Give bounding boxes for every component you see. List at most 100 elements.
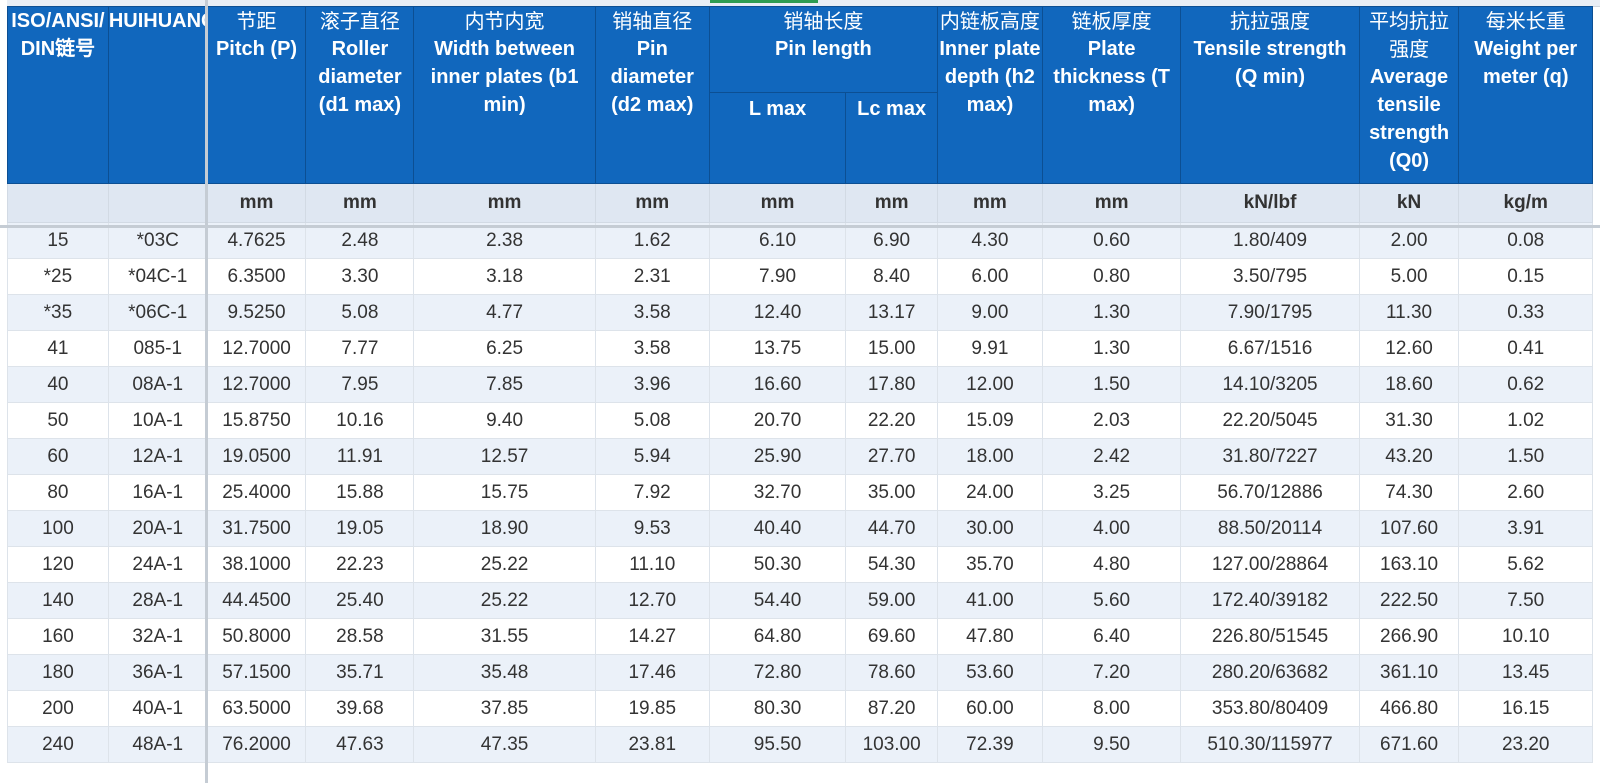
table-cell[interactable]: 15.88: [305, 474, 415, 511]
table-cell[interactable]: 6.00: [936, 258, 1043, 295]
table-cell[interactable]: 19.05: [305, 510, 415, 547]
header-inner-plate-depth[interactable]: 内链板高度 Inner plate depth (h2 max): [936, 6, 1043, 184]
table-cell[interactable]: 13.45: [1458, 654, 1593, 691]
table-cell[interactable]: 72.39: [936, 726, 1043, 763]
table-cell[interactable]: 466.80: [1358, 690, 1460, 727]
table-cell[interactable]: 3.58: [594, 294, 710, 331]
table-cell[interactable]: 2.42: [1041, 438, 1182, 475]
table-cell[interactable]: 50.30: [708, 546, 847, 583]
table-cell[interactable]: 4.77: [413, 294, 596, 331]
table-cell[interactable]: 5.60: [1041, 582, 1182, 619]
table-cell[interactable]: 6.40: [1041, 618, 1182, 655]
table-cell[interactable]: 28A-1: [107, 582, 208, 619]
table-cell[interactable]: 14.27: [594, 618, 710, 655]
table-cell[interactable]: 200: [7, 690, 109, 727]
table-cell[interactable]: 12A-1: [107, 438, 208, 475]
table-cell[interactable]: 24A-1: [107, 546, 208, 583]
table-cell[interactable]: 2.03: [1041, 402, 1182, 439]
table-cell[interactable]: 266.90: [1358, 618, 1460, 655]
table-cell[interactable]: 74.30: [1358, 474, 1460, 511]
header-roller-diameter[interactable]: 滚子直径 Roller diameter (d1 max): [305, 6, 415, 184]
table-cell[interactable]: 226.80/51545: [1180, 618, 1360, 655]
header-l-max[interactable]: L max: [708, 92, 847, 184]
table-cell[interactable]: 39.68: [305, 690, 415, 727]
table-cell[interactable]: 76.2000: [206, 726, 307, 763]
table-cell[interactable]: 0.15: [1458, 258, 1593, 295]
table-cell[interactable]: 64.80: [708, 618, 847, 655]
table-cell[interactable]: 19.85: [594, 690, 710, 727]
table-cell[interactable]: 63.5000: [206, 690, 307, 727]
table-cell[interactable]: 35.00: [845, 474, 938, 511]
table-cell[interactable]: 2.00: [1358, 222, 1460, 259]
table-cell[interactable]: 87.20: [845, 690, 938, 727]
unit-cell[interactable]: mm: [594, 183, 710, 223]
table-cell[interactable]: 12.7000: [206, 330, 307, 367]
table-cell[interactable]: 18.90: [413, 510, 596, 547]
header-pin-diameter[interactable]: 销轴直径 Pin diameter (d2 max): [594, 6, 710, 184]
table-cell[interactable]: 47.80: [936, 618, 1043, 655]
table-cell[interactable]: 22.23: [305, 546, 415, 583]
table-cell[interactable]: 35.70: [936, 546, 1043, 583]
table-cell[interactable]: 44.70: [845, 510, 938, 547]
table-cell[interactable]: 3.96: [594, 366, 710, 403]
table-cell[interactable]: 671.60: [1358, 726, 1460, 763]
unit-cell[interactable]: mm: [845, 183, 938, 223]
table-cell[interactable]: 9.40: [413, 402, 596, 439]
table-cell[interactable]: 4.80: [1041, 546, 1182, 583]
header-tensile-strength[interactable]: 抗拉强度 Tensile strength (Q min): [1180, 6, 1360, 184]
table-cell[interactable]: 78.60: [845, 654, 938, 691]
table-cell[interactable]: 38.1000: [206, 546, 307, 583]
table-cell[interactable]: 16A-1: [107, 474, 208, 511]
table-cell[interactable]: 80: [7, 474, 109, 511]
table-cell[interactable]: 32.70: [708, 474, 847, 511]
table-cell[interactable]: 47.35: [413, 726, 596, 763]
table-cell[interactable]: 24.00: [936, 474, 1043, 511]
table-cell[interactable]: 54.40: [708, 582, 847, 619]
table-cell[interactable]: 280.20/63682: [1180, 654, 1360, 691]
table-cell[interactable]: 12.70: [594, 582, 710, 619]
table-cell[interactable]: 7.85: [413, 366, 596, 403]
table-cell[interactable]: 7.90: [708, 258, 847, 295]
table-cell[interactable]: 3.91: [1458, 510, 1593, 547]
table-cell[interactable]: 9.91: [936, 330, 1043, 367]
table-cell[interactable]: 95.50: [708, 726, 847, 763]
table-cell[interactable]: 31.7500: [206, 510, 307, 547]
table-cell[interactable]: 5.08: [594, 402, 710, 439]
table-cell[interactable]: 20A-1: [107, 510, 208, 547]
table-cell[interactable]: 56.70/12886: [1180, 474, 1360, 511]
table-cell[interactable]: 4.00: [1041, 510, 1182, 547]
table-cell[interactable]: 40: [7, 366, 109, 403]
table-cell[interactable]: 40.40: [708, 510, 847, 547]
table-cell[interactable]: 25.22: [413, 582, 596, 619]
table-cell[interactable]: 361.10: [1358, 654, 1460, 691]
header-average-tensile-strength[interactable]: 平均抗拉强度 Average tensile strength (Q0): [1358, 6, 1460, 184]
header-huihuang[interactable]: HUIHUANG: [107, 6, 208, 184]
unit-cell[interactable]: [7, 183, 109, 223]
table-cell[interactable]: 9.50: [1041, 726, 1182, 763]
table-cell[interactable]: 0.80: [1041, 258, 1182, 295]
table-cell[interactable]: 3.30: [305, 258, 415, 295]
table-cell[interactable]: 180: [7, 654, 109, 691]
table-cell[interactable]: 1.50: [1041, 366, 1182, 403]
table-cell[interactable]: 60: [7, 438, 109, 475]
table-cell[interactable]: 28.58: [305, 618, 415, 655]
table-cell[interactable]: 085-1: [107, 330, 208, 367]
table-cell[interactable]: 9.00: [936, 294, 1043, 331]
table-cell[interactable]: 3.50/795: [1180, 258, 1360, 295]
table-cell[interactable]: 23.81: [594, 726, 710, 763]
table-cell[interactable]: 510.30/115977: [1180, 726, 1360, 763]
table-cell[interactable]: 0.60: [1041, 222, 1182, 259]
header-chain-number[interactable]: ISO/ANSI/ DIN链号: [7, 6, 109, 184]
table-cell[interactable]: *35: [7, 294, 109, 331]
table-cell[interactable]: 53.60: [936, 654, 1043, 691]
table-cell[interactable]: 41: [7, 330, 109, 367]
table-cell[interactable]: 35.71: [305, 654, 415, 691]
table-cell[interactable]: 0.41: [1458, 330, 1593, 367]
table-cell[interactable]: 41.00: [936, 582, 1043, 619]
frozen-row-divider[interactable]: [0, 225, 1600, 228]
table-cell[interactable]: 5.08: [305, 294, 415, 331]
header-inner-width[interactable]: 内节内宽 Width between inner plates (b1 min): [413, 6, 596, 184]
table-cell[interactable]: 14.10/3205: [1180, 366, 1360, 403]
table-cell[interactable]: 15.09: [936, 402, 1043, 439]
table-cell[interactable]: 140: [7, 582, 109, 619]
